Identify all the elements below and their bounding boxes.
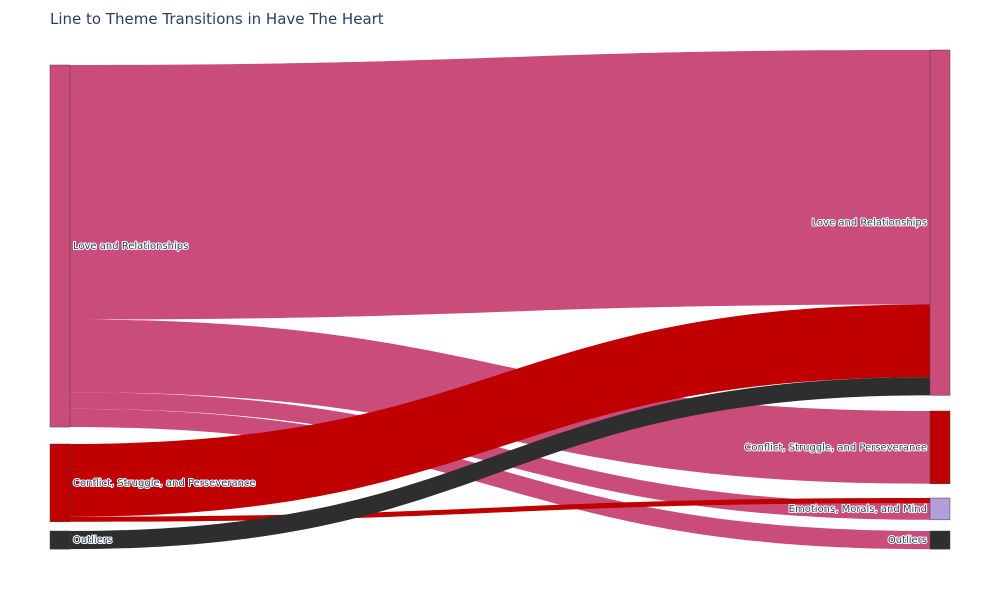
node-label-left-outliers: Outliers — [73, 535, 112, 546]
node-label-left-conflict-struggle-and-perseverance: Conflict, Struggle, and Perseverance — [73, 478, 256, 489]
node-left-love-and-relationships[interactable] — [49, 64, 71, 428]
link-outliers-to-love[interactable] — [70, 377, 930, 550]
chart-title: Line to Theme Transitions in Have The He… — [50, 10, 384, 28]
node-label-right-love-and-relationships: Love and Relationships — [812, 218, 927, 229]
link-love-to-outliers[interactable] — [70, 408, 930, 550]
link-conflict-to-love[interactable] — [70, 304, 930, 517]
node-left-conflict-struggle-and-perseverance[interactable] — [49, 443, 71, 523]
sankey-links — [70, 50, 930, 550]
link-love-to-love[interactable] — [70, 50, 930, 320]
node-label-left-love-and-relationships: Love and Relationships — [73, 241, 188, 252]
node-left-outliers[interactable] — [49, 530, 71, 550]
node-right-emotions-morals-and-mind[interactable] — [929, 497, 951, 521]
node-right-love-and-relationships[interactable] — [929, 49, 951, 396]
node-label-right-emotions-morals-and-mind: Emotions, Morals, and Mind — [789, 504, 927, 515]
node-label-right-outliers: Outliers — [888, 535, 927, 546]
node-label-right-conflict-struggle-and-perseverance: Conflict, Struggle, and Perseverance — [744, 442, 927, 453]
node-right-outliers[interactable] — [929, 530, 951, 550]
sankey-nodes: Love and Relationships Conflict, Struggle… — [49, 49, 951, 550]
node-right-conflict-struggle-and-perseverance[interactable] — [929, 410, 951, 484]
